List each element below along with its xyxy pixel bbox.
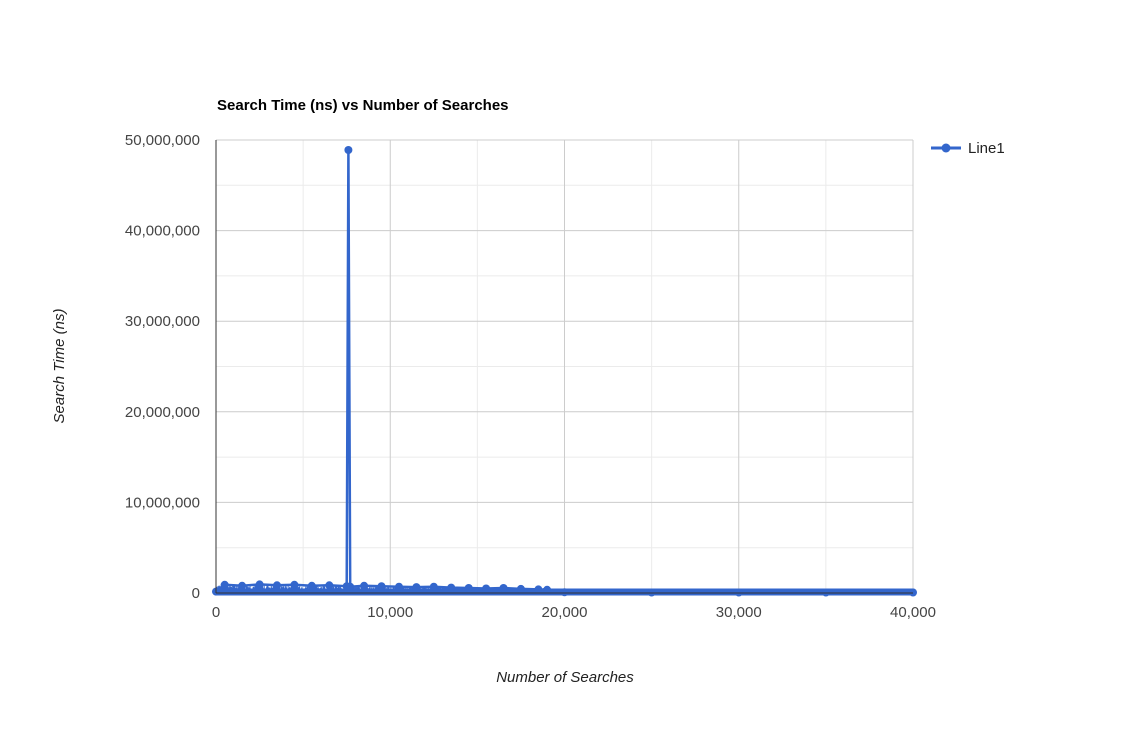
x-tick-label: 10,000 — [367, 604, 413, 621]
data-point[interactable] — [220, 580, 229, 589]
legend-marker — [941, 143, 951, 153]
data-point[interactable] — [482, 584, 491, 593]
y-tick-label: 20,000,000 — [125, 404, 200, 421]
data-point[interactable] — [464, 584, 473, 592]
data-point[interactable] — [516, 584, 525, 593]
data-point[interactable] — [429, 582, 438, 591]
data-point[interactable] — [447, 583, 456, 592]
data-point[interactable] — [325, 581, 334, 590]
data-point[interactable] — [290, 580, 299, 589]
y-tick-label: 0 — [192, 585, 200, 602]
data-point[interactable] — [344, 146, 353, 154]
x-tick-label: 0 — [212, 604, 220, 621]
legend[interactable]: Line1 — [931, 140, 1005, 157]
x-tick-label: 20,000 — [542, 604, 588, 621]
data-point[interactable] — [346, 582, 355, 591]
y-tick-labels: 0 10,000,000 20,000,000 30,000,000 40,000,00… — [125, 132, 200, 602]
data-point[interactable] — [238, 581, 247, 590]
y-axis-title: Search Time (ns) — [51, 309, 68, 424]
y-tick-label: 30,000,000 — [125, 313, 200, 330]
data-point[interactable] — [534, 585, 543, 594]
data-point[interactable] — [360, 581, 369, 590]
data-point[interactable] — [307, 581, 316, 590]
axis-layer — [215, 140, 913, 594]
x-tick-label: 40,000 — [890, 604, 936, 621]
data-point[interactable] — [543, 585, 552, 594]
data-point[interactable] — [273, 581, 281, 590]
data-point[interactable] — [560, 588, 569, 597]
data-point[interactable] — [499, 584, 508, 592]
legend-entry-line1: Line1 — [968, 140, 1005, 157]
data-point[interactable] — [377, 582, 386, 591]
chart-title: Search Time (ns) vs Number of Searches — [217, 97, 509, 114]
major-gridlines — [216, 139, 914, 593]
x-tick-label: 30,000 — [716, 604, 762, 621]
series-layer — [212, 146, 917, 597]
x-tick-labels: 0 10,000 20,000 30,000 40,000 — [212, 604, 936, 621]
y-tick-label: 50,000,000 — [125, 132, 200, 149]
data-point[interactable] — [255, 580, 264, 589]
data-point[interactable] — [412, 583, 421, 592]
x-axis-title: Number of Searches — [496, 669, 634, 686]
y-tick-label: 40,000,000 — [125, 223, 200, 240]
y-tick-label: 10,000,000 — [125, 494, 200, 511]
data-point[interactable] — [395, 582, 403, 591]
